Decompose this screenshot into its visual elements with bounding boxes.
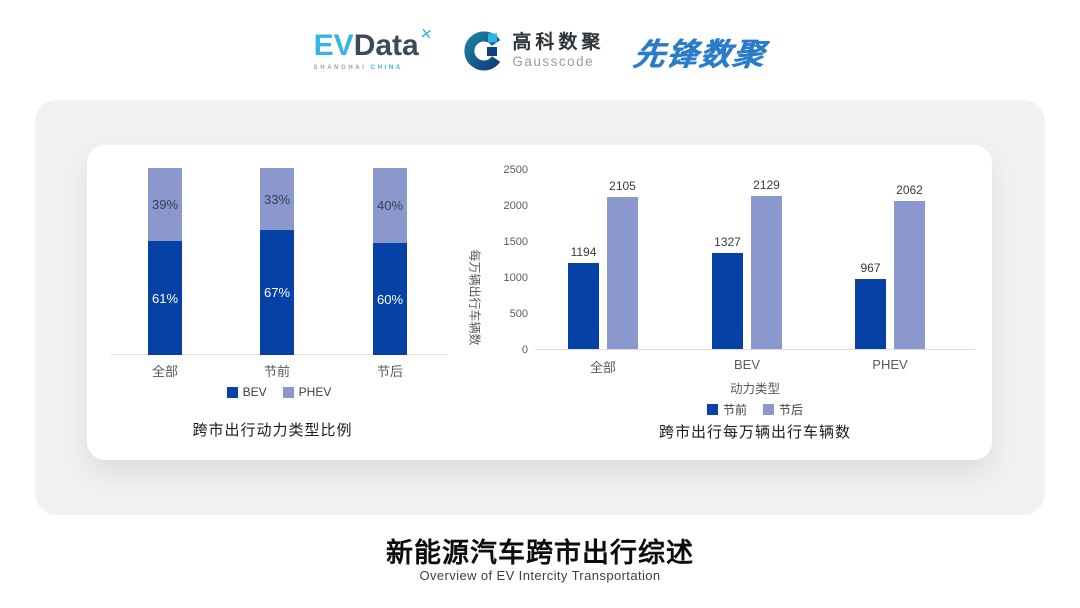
stacked-chart-plot-area: 39% 61% 33% 67% 40% 60% <box>110 168 448 355</box>
legend-item-BEV: BEV <box>226 385 267 399</box>
legend-item-节前: 节前 <box>706 401 747 418</box>
bar-segment-BEV-节前: 67% <box>260 230 294 355</box>
page-subtitle: Overview of EV Intercity Transportation <box>419 568 661 583</box>
legend-label: BEV <box>242 385 267 399</box>
stacked-chart-title: 跨市出行动力类型比例 <box>192 422 353 439</box>
category-label-节前: 节前 <box>263 364 290 379</box>
y-tick-label-2500: 2500 <box>503 164 528 176</box>
value-label-节前-全部: 1194 <box>570 245 597 259</box>
content-panel: 39% 61% 33% 67% 40% 60% 全部 节前 节后 BEV PHEV 跨市出行动力… <box>35 100 1045 515</box>
value-label-节后-PHEV: 2062 <box>896 183 923 197</box>
page-title: 新能源汽车跨市出行综述 <box>386 538 694 568</box>
bar-节前-PHEV <box>855 279 886 349</box>
y-tick-label-500: 500 <box>509 308 528 320</box>
charts-card: 39% 61% 33% 67% 40% 60% 全部 节前 节后 BEV PHEV 跨市出行动力… <box>87 145 992 460</box>
gausscode-g-icon <box>464 31 501 71</box>
evdata-ev-text: EV <box>313 29 354 62</box>
legend-label: 节后 <box>779 403 804 417</box>
legend-label: 节前 <box>722 403 747 417</box>
bar-segment-BEV-节后: 60% <box>373 243 407 355</box>
bar-segment-PHEV-节后: 40% <box>373 168 407 243</box>
bar-节前-全部 <box>568 263 599 349</box>
legend-item-节后: 节后 <box>763 401 803 418</box>
value-label-节前-PHEV: 967 <box>860 261 881 275</box>
category-label-BEV: BEV <box>733 357 760 372</box>
category-label-PHEV: PHEV <box>872 357 908 372</box>
evdata-tagline: SHANGHAI CHINA <box>314 65 403 71</box>
stacked-chart-legend: BEV PHEV <box>110 385 448 399</box>
bar-节后-PHEV <box>894 201 925 349</box>
evdata-region-text: SHANGHAI <box>313 65 367 71</box>
evdata-logo: EV Data ✕ SHANGHAI CHINA <box>313 25 434 71</box>
y-tick-label-0: 0 <box>521 344 528 356</box>
evdata-data-text: Data <box>353 29 419 62</box>
legend-item-PHEV: PHEV <box>282 385 332 399</box>
bar-节后-全部 <box>607 197 638 349</box>
category-label-全部: 全部 <box>151 364 178 379</box>
value-label-节后-BEV: 2129 <box>753 178 780 192</box>
legend-swatch-icon <box>226 386 238 398</box>
pioneer-logo: 先锋数聚 <box>631 36 769 72</box>
gausscode-logo: 高科数聚 Gausscode <box>462 30 604 72</box>
value-label-节后-全部: 2105 <box>609 179 636 193</box>
evdata-star-icon: ✕ <box>418 25 434 44</box>
bar-segment-PHEV-全部: 39% <box>148 168 182 241</box>
bar-节前-BEV <box>712 253 743 349</box>
y-tick-label-1500: 1500 <box>503 236 528 248</box>
bar-segment-PHEV-节前: 33% <box>260 168 294 230</box>
legend-swatch-icon <box>706 404 718 415</box>
legend-swatch-icon <box>763 404 774 415</box>
x-axis-title: 动力类型 <box>729 382 780 396</box>
gausscode-en-text: Gausscode <box>512 53 595 69</box>
evdata-wordmark: EV Data ✕ <box>313 25 434 62</box>
legend-label: PHEV <box>298 385 332 399</box>
grouped-chart-title: 跨市出行每万辆出行车辆数 <box>658 424 851 441</box>
bar-节后-BEV <box>751 196 782 349</box>
bar-segment-BEV-全部: 61% <box>148 241 182 355</box>
value-label-节前-BEV: 1327 <box>714 235 741 249</box>
y-axis-title: 每万辆出行车辆数 <box>467 249 482 346</box>
evdata-country-text: CHINA <box>370 65 403 71</box>
gausscode-cn-text: 高科数聚 <box>512 31 605 53</box>
legend-swatch-icon <box>282 386 294 398</box>
category-label-节后: 节后 <box>376 364 403 379</box>
y-tick-label-2000: 2000 <box>503 200 528 212</box>
category-label-全部: 全部 <box>589 360 616 375</box>
grouped-chart-legend: 节前 节后 <box>535 401 975 418</box>
y-tick-label-1000: 1000 <box>503 272 528 284</box>
grouped-chart-plot-area: 1194 2105 1327 2129 967 2062 <box>535 170 975 350</box>
gausscode-wordmark: 高科数聚 Gausscode <box>512 31 605 70</box>
logo-bar: EV Data ✕ SHANGHAI CHINA 高科数聚 Gausscode 先锋… <box>0 18 1080 84</box>
